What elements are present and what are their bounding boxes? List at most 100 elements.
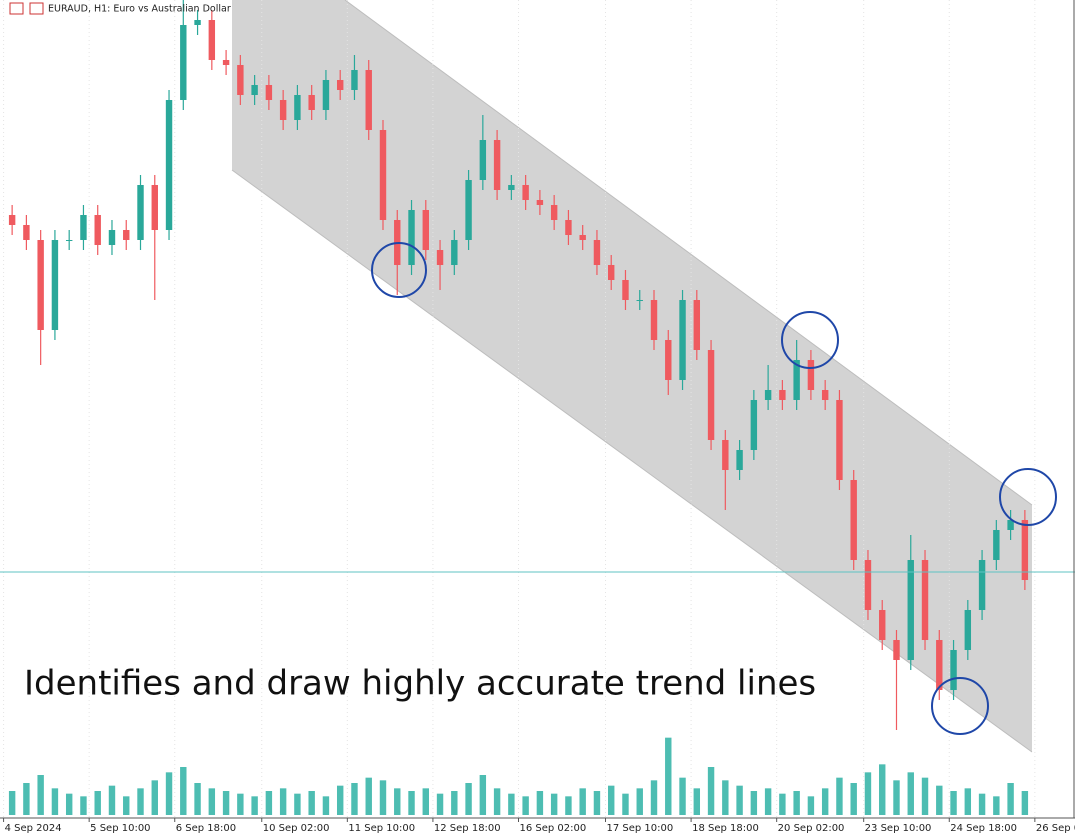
x-tick-label: 4 Sep 2024 xyxy=(5,823,62,834)
candle-body xyxy=(265,85,273,100)
candle-body xyxy=(379,130,387,220)
candle-body xyxy=(37,240,44,330)
volume-bar xyxy=(679,777,686,815)
circle xyxy=(371,242,427,298)
volume-bar xyxy=(722,780,729,815)
volume-bar xyxy=(950,791,957,815)
x-tick-label: 5 Sep 10:00 xyxy=(90,823,150,834)
candle-body xyxy=(294,95,301,120)
volume-bar xyxy=(707,767,715,815)
volume-bar xyxy=(80,796,87,815)
candle-body xyxy=(707,350,715,440)
candle-body xyxy=(665,340,672,380)
volume-bar xyxy=(622,793,629,815)
volume-bar xyxy=(693,788,701,815)
volume-bar xyxy=(764,788,772,815)
candle-body xyxy=(422,210,429,250)
volume-bar xyxy=(479,775,487,815)
candle-body xyxy=(51,240,59,330)
candle-body xyxy=(65,240,73,241)
volume-bar xyxy=(750,791,758,815)
icon xyxy=(29,2,44,15)
circle xyxy=(931,677,989,735)
chart-title: EURAUD, H1: Euro vs Australian Dollar xyxy=(48,4,231,15)
candle-body xyxy=(108,230,116,245)
volume-bar xyxy=(508,793,515,815)
volume-bar xyxy=(251,796,258,815)
candle-body xyxy=(336,80,344,90)
candle-body xyxy=(693,300,701,350)
volume-bar xyxy=(351,783,358,815)
candle-body xyxy=(237,65,244,95)
volume-bar xyxy=(665,737,672,815)
volume-bar xyxy=(593,791,601,815)
candle-body xyxy=(793,360,800,400)
candle-body xyxy=(722,440,729,470)
candle-body xyxy=(736,450,743,470)
candle-body xyxy=(608,265,615,280)
volume-bar xyxy=(365,777,372,815)
volume-bar xyxy=(94,791,101,815)
candle-body xyxy=(579,235,586,240)
volume-bar xyxy=(993,796,1000,815)
volume-bar xyxy=(779,793,786,815)
candle-body xyxy=(779,390,786,400)
volume-bar xyxy=(793,791,800,815)
x-tick-label: 6 Sep 18:00 xyxy=(176,823,236,834)
volume-bar xyxy=(408,791,415,815)
candle-body xyxy=(821,390,829,400)
x-tick-label: 23 Sep 10:00 xyxy=(865,823,932,834)
candle-body xyxy=(1007,520,1014,530)
candle-body xyxy=(679,300,686,380)
volume-bar xyxy=(279,788,287,815)
volume-bar xyxy=(978,793,986,815)
x-tick-label: 16 Sep 02:00 xyxy=(520,823,587,834)
volume-bar xyxy=(1007,783,1014,815)
icon xyxy=(9,2,24,15)
volume-bar xyxy=(650,780,658,815)
volume-bar xyxy=(151,780,158,815)
candle-body xyxy=(194,20,201,25)
volume-bar xyxy=(436,793,444,815)
x-tick-label: 10 Sep 02:00 xyxy=(263,823,330,834)
volume-bar xyxy=(180,767,187,815)
candle-body xyxy=(536,200,544,205)
volume-bar xyxy=(222,791,230,815)
candle-body xyxy=(123,230,130,240)
volume-bar xyxy=(65,793,73,815)
x-tick-label: 18 Sep 18:00 xyxy=(692,823,759,834)
volume-bar xyxy=(336,785,344,815)
volume-bar xyxy=(921,777,929,815)
candle-body xyxy=(864,560,872,610)
volume-bar xyxy=(265,791,273,815)
candle-body xyxy=(8,215,16,225)
circle xyxy=(781,311,839,369)
volume-bar xyxy=(879,764,886,815)
x-tick-label: 11 Sep 10:00 xyxy=(348,823,415,834)
candle-body xyxy=(151,185,158,230)
candle-body xyxy=(565,220,572,235)
candle-body xyxy=(1021,520,1029,580)
volume-bar xyxy=(108,785,116,815)
volume-bar xyxy=(608,785,615,815)
x-tick-label: 24 Sep 18:00 xyxy=(950,823,1017,834)
volume-bar xyxy=(422,788,429,815)
x-tick-label: 12 Sep 18:00 xyxy=(434,823,501,834)
volume-bar xyxy=(893,780,900,815)
highlight-circles xyxy=(371,242,1057,735)
candle-body xyxy=(836,400,843,480)
volume-bar xyxy=(1021,791,1029,815)
volume-bar xyxy=(123,796,130,815)
candle-body xyxy=(807,360,815,390)
candle-body xyxy=(479,140,487,180)
candle-body xyxy=(80,215,87,240)
volume-bar xyxy=(936,785,943,815)
volume-bar xyxy=(8,791,16,815)
volume-bar xyxy=(194,783,201,815)
channel-upper xyxy=(344,0,1033,506)
candle-body xyxy=(964,610,972,650)
candle-body xyxy=(279,100,287,120)
volume-bar xyxy=(237,793,244,815)
volume-bar xyxy=(807,796,815,815)
candle-body xyxy=(351,70,358,90)
